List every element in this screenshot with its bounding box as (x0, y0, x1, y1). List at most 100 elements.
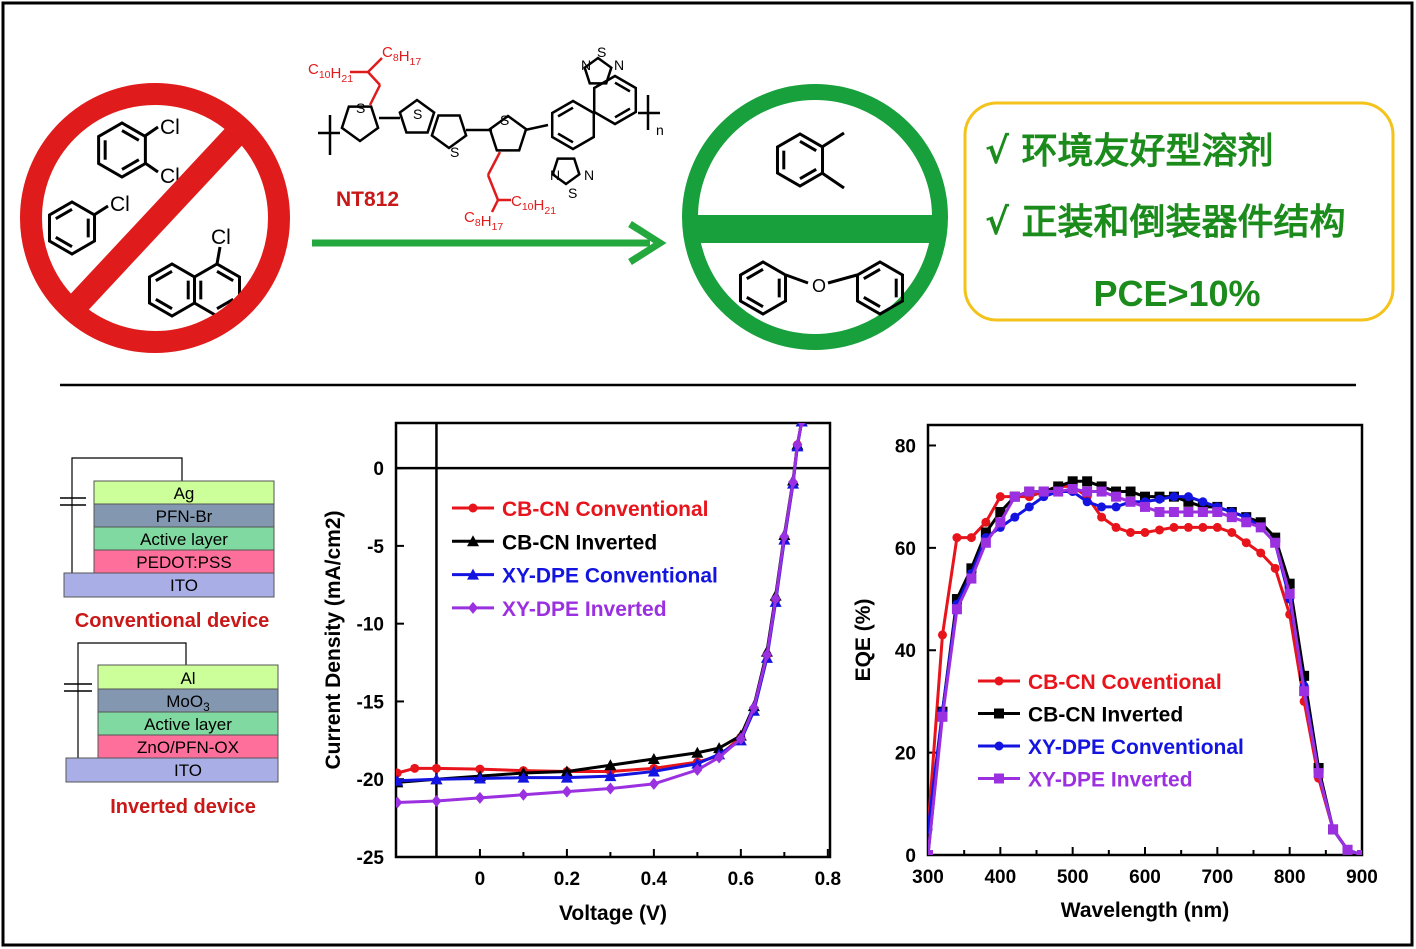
data-point (1256, 548, 1266, 558)
data-point (605, 782, 616, 795)
layer-label: PFN-Br (156, 507, 213, 526)
data-point (1313, 768, 1324, 779)
data-point (788, 476, 799, 489)
data-point (1299, 686, 1310, 697)
data-point (1183, 496, 1194, 507)
data-point (1357, 850, 1362, 855)
layer-label: ITO (174, 761, 202, 780)
double-bond (216, 269, 234, 282)
data-point (396, 796, 403, 809)
bond (827, 273, 858, 285)
data-point (1197, 501, 1208, 512)
benzene-ring (738, 260, 788, 316)
layer-label: MoO3 (166, 692, 210, 714)
x-tick-label: 500 (1057, 867, 1089, 888)
atom-s: S (413, 106, 422, 122)
bond (524, 123, 549, 132)
polymer-backbone (318, 56, 660, 213)
legend-label: CB-CN Coventional (1028, 671, 1222, 694)
atom-s: S (500, 112, 509, 128)
legend-label: XY-DPE Inverted (502, 598, 667, 621)
series-xy-dpe-inverted (928, 483, 1362, 855)
data-point (1125, 486, 1136, 497)
data-point (1299, 670, 1310, 681)
data-point (473, 772, 486, 784)
alkyl-chain (368, 84, 382, 106)
bond (821, 171, 845, 190)
y-tick-label: -5 (367, 537, 384, 558)
layer-label: PEDOT:PSS (136, 553, 231, 572)
atom-n: N (614, 57, 624, 73)
data-point (604, 770, 617, 782)
thiophene-ring (430, 114, 468, 150)
x-tick-label: 0.2 (554, 869, 580, 890)
data-point (1082, 486, 1093, 497)
data-point (1111, 491, 1122, 502)
thiophene-ring (583, 56, 613, 85)
legend-label: CB-CN Conventional (502, 498, 709, 521)
data-point (1154, 494, 1164, 504)
data-point (966, 573, 977, 584)
highlights-box: √ 环境友好型溶剂 √ 正装和倒装器件结构 PCE>10% (963, 101, 1395, 322)
legend-marker (467, 535, 479, 547)
data-point (1183, 507, 1194, 518)
layer-label: Al (180, 669, 195, 688)
atom-n: N (584, 167, 594, 183)
data-point (691, 757, 704, 769)
data-point (779, 530, 790, 543)
data-point (1198, 497, 1208, 507)
prohibition-slash (63, 121, 249, 319)
x-tick-label: 400 (984, 867, 1016, 888)
data-point (560, 765, 573, 777)
polymer-structure: S S S S S N N N N S n C10H21 C8H17 C10H2… (308, 44, 664, 233)
data-point (966, 563, 977, 574)
layer-label: Active layer (140, 530, 228, 549)
highlight-pce: PCE>10% (1093, 273, 1260, 314)
data-point (1053, 486, 1064, 497)
series-cb-cn-inverted (928, 476, 1362, 855)
data-point (517, 771, 530, 783)
data-point (1212, 507, 1223, 518)
ether-oxygen: O (812, 276, 826, 296)
eqe-chart: 300 400 500 600 700 800 900 0 20 40 60 80 Wavelength… (852, 423, 1378, 922)
layer-label: ZnO/PFN-OX (137, 738, 239, 757)
data-point (1183, 492, 1193, 502)
data-point (1212, 522, 1222, 532)
double-bond (121, 158, 140, 171)
data-point (410, 763, 420, 773)
layer-label: Ag (174, 484, 195, 503)
data-point (792, 438, 803, 451)
process-arrow (312, 221, 667, 265)
data-point (713, 742, 726, 754)
data-point (1183, 522, 1193, 532)
data-point (1241, 538, 1251, 548)
data-point (1111, 522, 1121, 532)
data-point (1010, 512, 1020, 522)
data-point (952, 533, 962, 543)
x-tick-label: 300 (912, 867, 944, 888)
double-bond (216, 298, 234, 311)
data-point (648, 777, 659, 790)
legend-label: CB-CN Inverted (502, 531, 657, 554)
data-point (1342, 844, 1353, 855)
data-point (761, 648, 772, 661)
jv-chart: 0 0.2 0.4 0.6 0.8 0 -5 -10 -15 -20 -25 Voltage (V) C… (322, 421, 841, 925)
approval-bar (690, 215, 942, 243)
data-point (1067, 476, 1078, 487)
data-point (1053, 481, 1064, 492)
data-point (1168, 507, 1179, 518)
data-point (474, 791, 485, 804)
double-bond (863, 296, 881, 309)
data-point (1227, 528, 1237, 537)
data-point (1154, 525, 1164, 535)
data-point (1270, 537, 1281, 548)
device-title: Conventional device (75, 610, 270, 632)
x-tick-label: 0.8 (815, 869, 841, 890)
dichlorobenzene-cl-1: Cl (160, 116, 180, 139)
double-bond (614, 107, 631, 119)
data-point (1082, 497, 1092, 507)
data-point (995, 492, 1005, 502)
device-title: Inverted device (110, 796, 256, 818)
layer-label: ITO (170, 576, 198, 595)
